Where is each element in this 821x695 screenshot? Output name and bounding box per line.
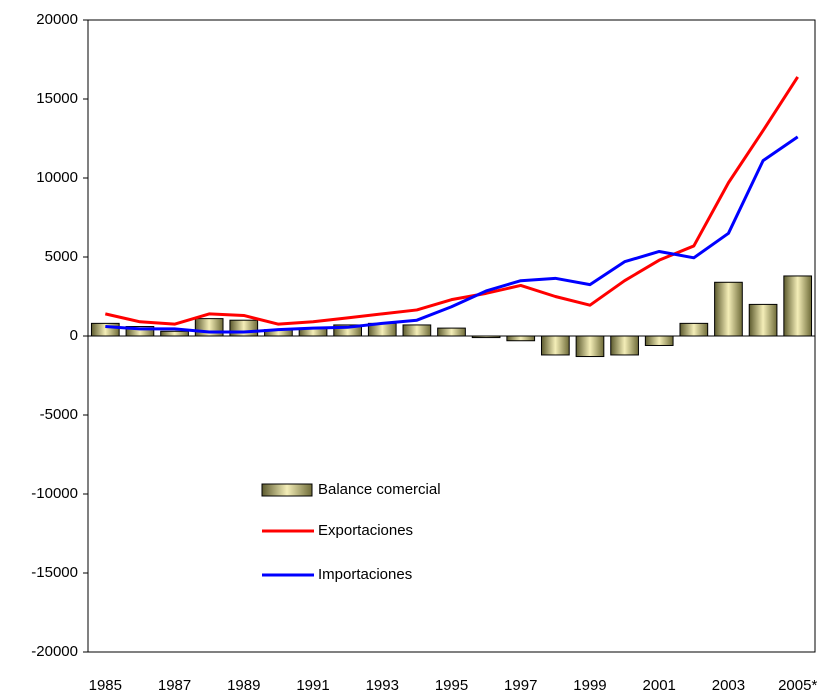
y-tick-label: -10000 xyxy=(31,485,78,502)
bar xyxy=(714,281,743,337)
y-tick-label: -20000 xyxy=(31,643,78,660)
y-tick-label: 15000 xyxy=(36,90,78,107)
x-tick-label: 1999 xyxy=(573,677,606,694)
x-tick-label: 1989 xyxy=(227,677,260,694)
bar xyxy=(506,335,536,342)
legend-label: Importaciones xyxy=(318,566,412,583)
bar xyxy=(229,319,259,337)
x-tick-label: 1995 xyxy=(435,677,468,694)
x-tick-label: 2005* xyxy=(778,677,817,694)
bar xyxy=(541,335,570,356)
x-tick-label: 2001 xyxy=(643,677,676,694)
bar xyxy=(402,324,432,337)
bar xyxy=(783,275,813,337)
y-tick-label: -5000 xyxy=(40,406,78,423)
line xyxy=(105,135,799,334)
bar xyxy=(90,322,120,337)
line xyxy=(104,76,799,326)
bar xyxy=(679,322,709,337)
bar xyxy=(437,327,466,337)
bar xyxy=(333,324,362,337)
bar xyxy=(125,326,155,337)
x-tick-label: 2003 xyxy=(712,677,745,694)
y-tick-label: 10000 xyxy=(36,169,78,186)
bar xyxy=(644,335,674,346)
y-tick-label: 0 xyxy=(70,327,78,344)
x-tick-label: 1985 xyxy=(89,677,122,694)
x-tick-label: 1987 xyxy=(158,677,191,694)
y-tick-label: 20000 xyxy=(36,11,78,28)
legend-label: Balance comercial xyxy=(318,481,441,498)
bar xyxy=(748,303,778,337)
x-tick-label: 1997 xyxy=(504,677,537,694)
x-tick-label: 1993 xyxy=(366,677,399,694)
x-tick-label: 1991 xyxy=(296,677,329,694)
bar xyxy=(160,330,189,337)
legend-swatch xyxy=(261,483,313,497)
bar xyxy=(471,335,501,339)
y-tick-label: 5000 xyxy=(45,248,78,265)
y-tick-label: -15000 xyxy=(31,564,78,581)
legend-label: Exportaciones xyxy=(318,522,413,539)
bar xyxy=(575,335,605,358)
bar xyxy=(610,335,639,356)
